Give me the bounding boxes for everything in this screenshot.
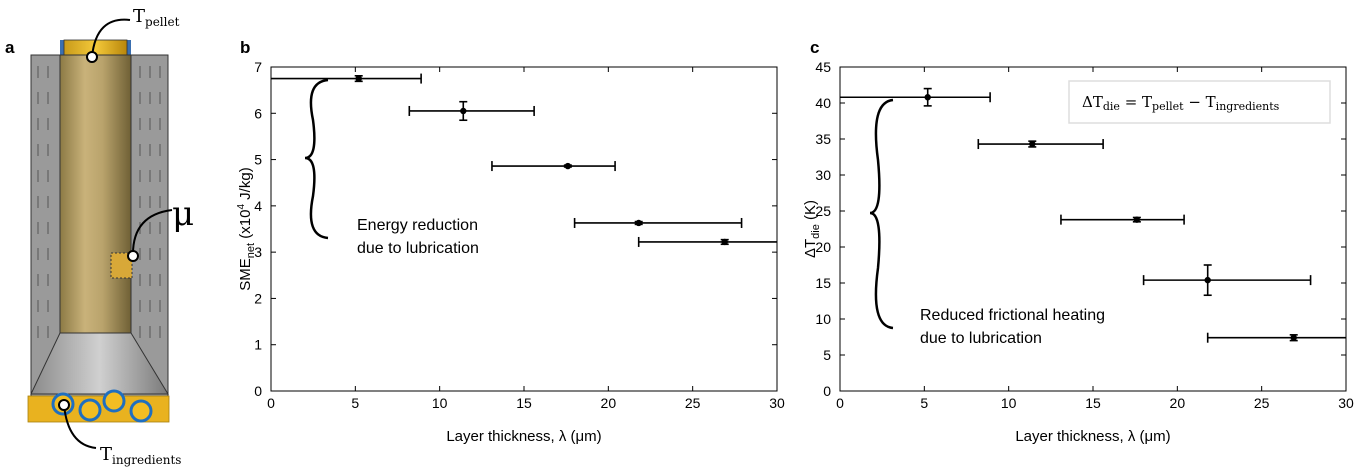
c-data-point-1 <box>840 87 991 107</box>
b-x-tick-label: 15 <box>516 395 532 411</box>
c-marker <box>1204 276 1211 284</box>
pellet-probe-marker <box>86 51 98 63</box>
c-marker <box>924 94 931 101</box>
c-data-point-5 <box>1206 332 1346 343</box>
pellet-temperature-label: Tpellet <box>133 6 180 29</box>
b-plot-frame <box>270 66 778 392</box>
pellet-leader-line <box>91 18 131 58</box>
b-y-tick-label: 6 <box>254 105 262 121</box>
c-annotation-line1: Reduced frictional heating <box>920 307 1105 324</box>
friction-patch <box>110 252 133 279</box>
c-reduction-brace <box>869 98 894 330</box>
b-reduction-brace <box>304 78 329 240</box>
c-legend-box: ΔTdie = Tpellet − Tingredients <box>1068 80 1331 124</box>
b-x-tick-label: 5 <box>351 395 359 411</box>
c-data-point-3 <box>1060 214 1185 225</box>
c-data-point-4 <box>1142 264 1312 297</box>
b-data-point-4 <box>573 217 743 228</box>
die-cone <box>30 332 169 395</box>
panel-c-chart: c 0 5 10 15 20 25 30 0 5 10 15 20 25 30 35 40 45 Reduced… <box>802 38 1354 445</box>
c-marker <box>1133 216 1141 223</box>
b-x-tick-label: 20 <box>601 395 617 411</box>
b-x-tick-label: 10 <box>432 395 448 411</box>
ingredients-temperature-label: Tingredients <box>100 444 181 467</box>
b-annotation-line2: due to lubrication <box>357 240 479 257</box>
ingredients-leader-line <box>63 404 97 449</box>
c-y-tick-label: 20 <box>815 239 831 255</box>
c-y-tick-label: 30 <box>815 167 831 183</box>
b-x-axis-label: Layer thickness, λ (μm) <box>446 428 601 445</box>
c-x-tick-label: 25 <box>1254 395 1270 411</box>
c-x-axis-label: Layer thickness, λ (μm) <box>1015 428 1170 445</box>
c-x-tick-label: 5 <box>920 395 928 411</box>
c-y-tick-label: 35 <box>815 131 831 147</box>
c-data-point-2 <box>977 139 1104 150</box>
b-y-tick-label: 4 <box>254 198 262 214</box>
mu-probe-marker <box>127 250 139 262</box>
b-y-tick-label: 2 <box>254 290 262 306</box>
b-marker <box>635 219 642 227</box>
c-x-tick-label: 10 <box>1001 395 1017 411</box>
b-annotation-line1: Energy reduction <box>357 217 478 234</box>
c-y-tick-label: 15 <box>815 275 831 291</box>
b-y-tick-label: 5 <box>254 152 262 168</box>
c-y-tick-label: 0 <box>823 383 831 399</box>
c-y-axis-label: ΔTdie (K) <box>802 200 822 258</box>
c-x-tick-label: 20 <box>1170 395 1186 411</box>
c-x-tick-label: 0 <box>836 395 844 411</box>
b-marker <box>721 238 728 246</box>
c-y-tick-label: 25 <box>815 203 831 219</box>
panel-letter-b: b <box>240 38 250 57</box>
die-wall-hatching <box>37 66 161 338</box>
c-x-tick-label: 30 <box>1338 395 1354 411</box>
b-data-point-3 <box>491 161 616 172</box>
b-y-tick-label: 7 <box>254 59 262 75</box>
b-x-tick-label: 25 <box>685 395 701 411</box>
c-marker <box>1029 140 1036 148</box>
c-y-tick-label: 45 <box>815 59 831 75</box>
c-y-tick-label: 10 <box>815 311 831 327</box>
b-data-point-5 <box>637 236 777 247</box>
die-channel <box>59 54 132 334</box>
c-marker <box>1290 334 1297 341</box>
c-x-tick-label: 15 <box>1085 395 1101 411</box>
c-annotation-line2: due to lubrication <box>920 330 1042 347</box>
c-y-tick-label: 5 <box>823 347 831 363</box>
b-marker <box>460 107 467 115</box>
b-y-tick-label: 1 <box>254 337 262 353</box>
b-marker <box>564 162 572 170</box>
ingredients-probe-marker <box>58 399 70 411</box>
friction-coefficient-label: μ <box>172 194 194 234</box>
b-x-tick-label: 30 <box>769 395 785 411</box>
b-data-point-1 <box>271 73 422 84</box>
b-y-tick-label: 3 <box>254 244 262 260</box>
b-y-axis-label: SMEnet (x104 J/kg) <box>236 167 257 290</box>
panel-letter-c: c <box>810 38 819 57</box>
b-data-point-2 <box>408 100 535 122</box>
c-y-tick-label: 40 <box>815 95 831 111</box>
mu-leader-line <box>131 209 173 257</box>
panel-letter-a: a <box>5 38 15 57</box>
panel-a-schematic: a Tpellet μ Tingredients <box>5 6 194 467</box>
b-x-tick-label: 0 <box>267 395 275 411</box>
b-y-tick-label: 0 <box>254 383 262 399</box>
b-marker <box>355 75 362 82</box>
